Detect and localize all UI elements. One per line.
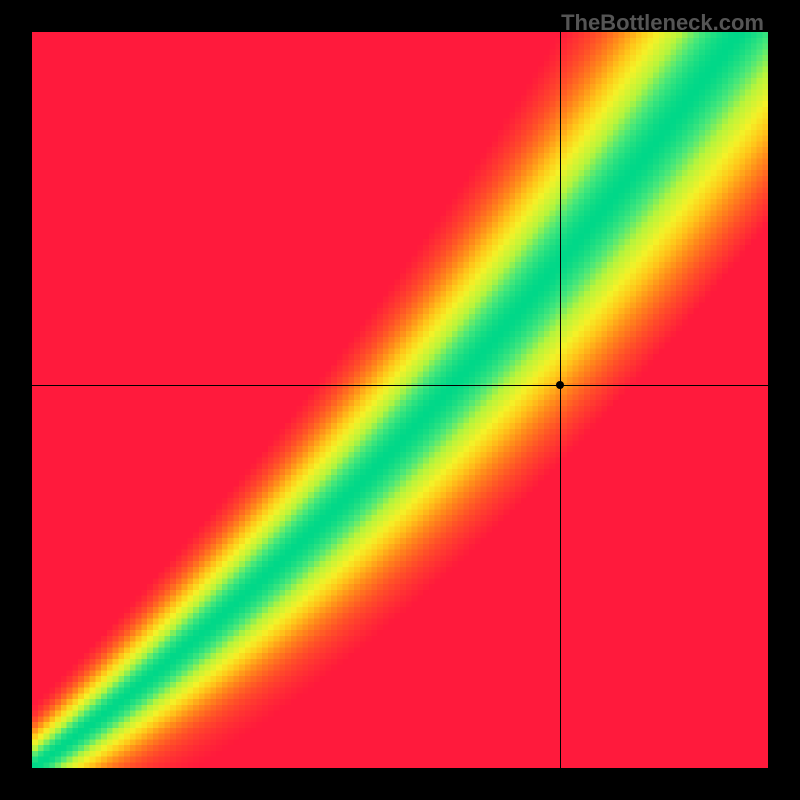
heatmap-canvas — [32, 32, 768, 768]
watermark-text: TheBottleneck.com — [561, 10, 764, 36]
crosshair-vertical — [560, 32, 561, 768]
plot-area — [32, 32, 768, 768]
crosshair-horizontal — [32, 385, 768, 386]
data-point-marker — [556, 381, 564, 389]
